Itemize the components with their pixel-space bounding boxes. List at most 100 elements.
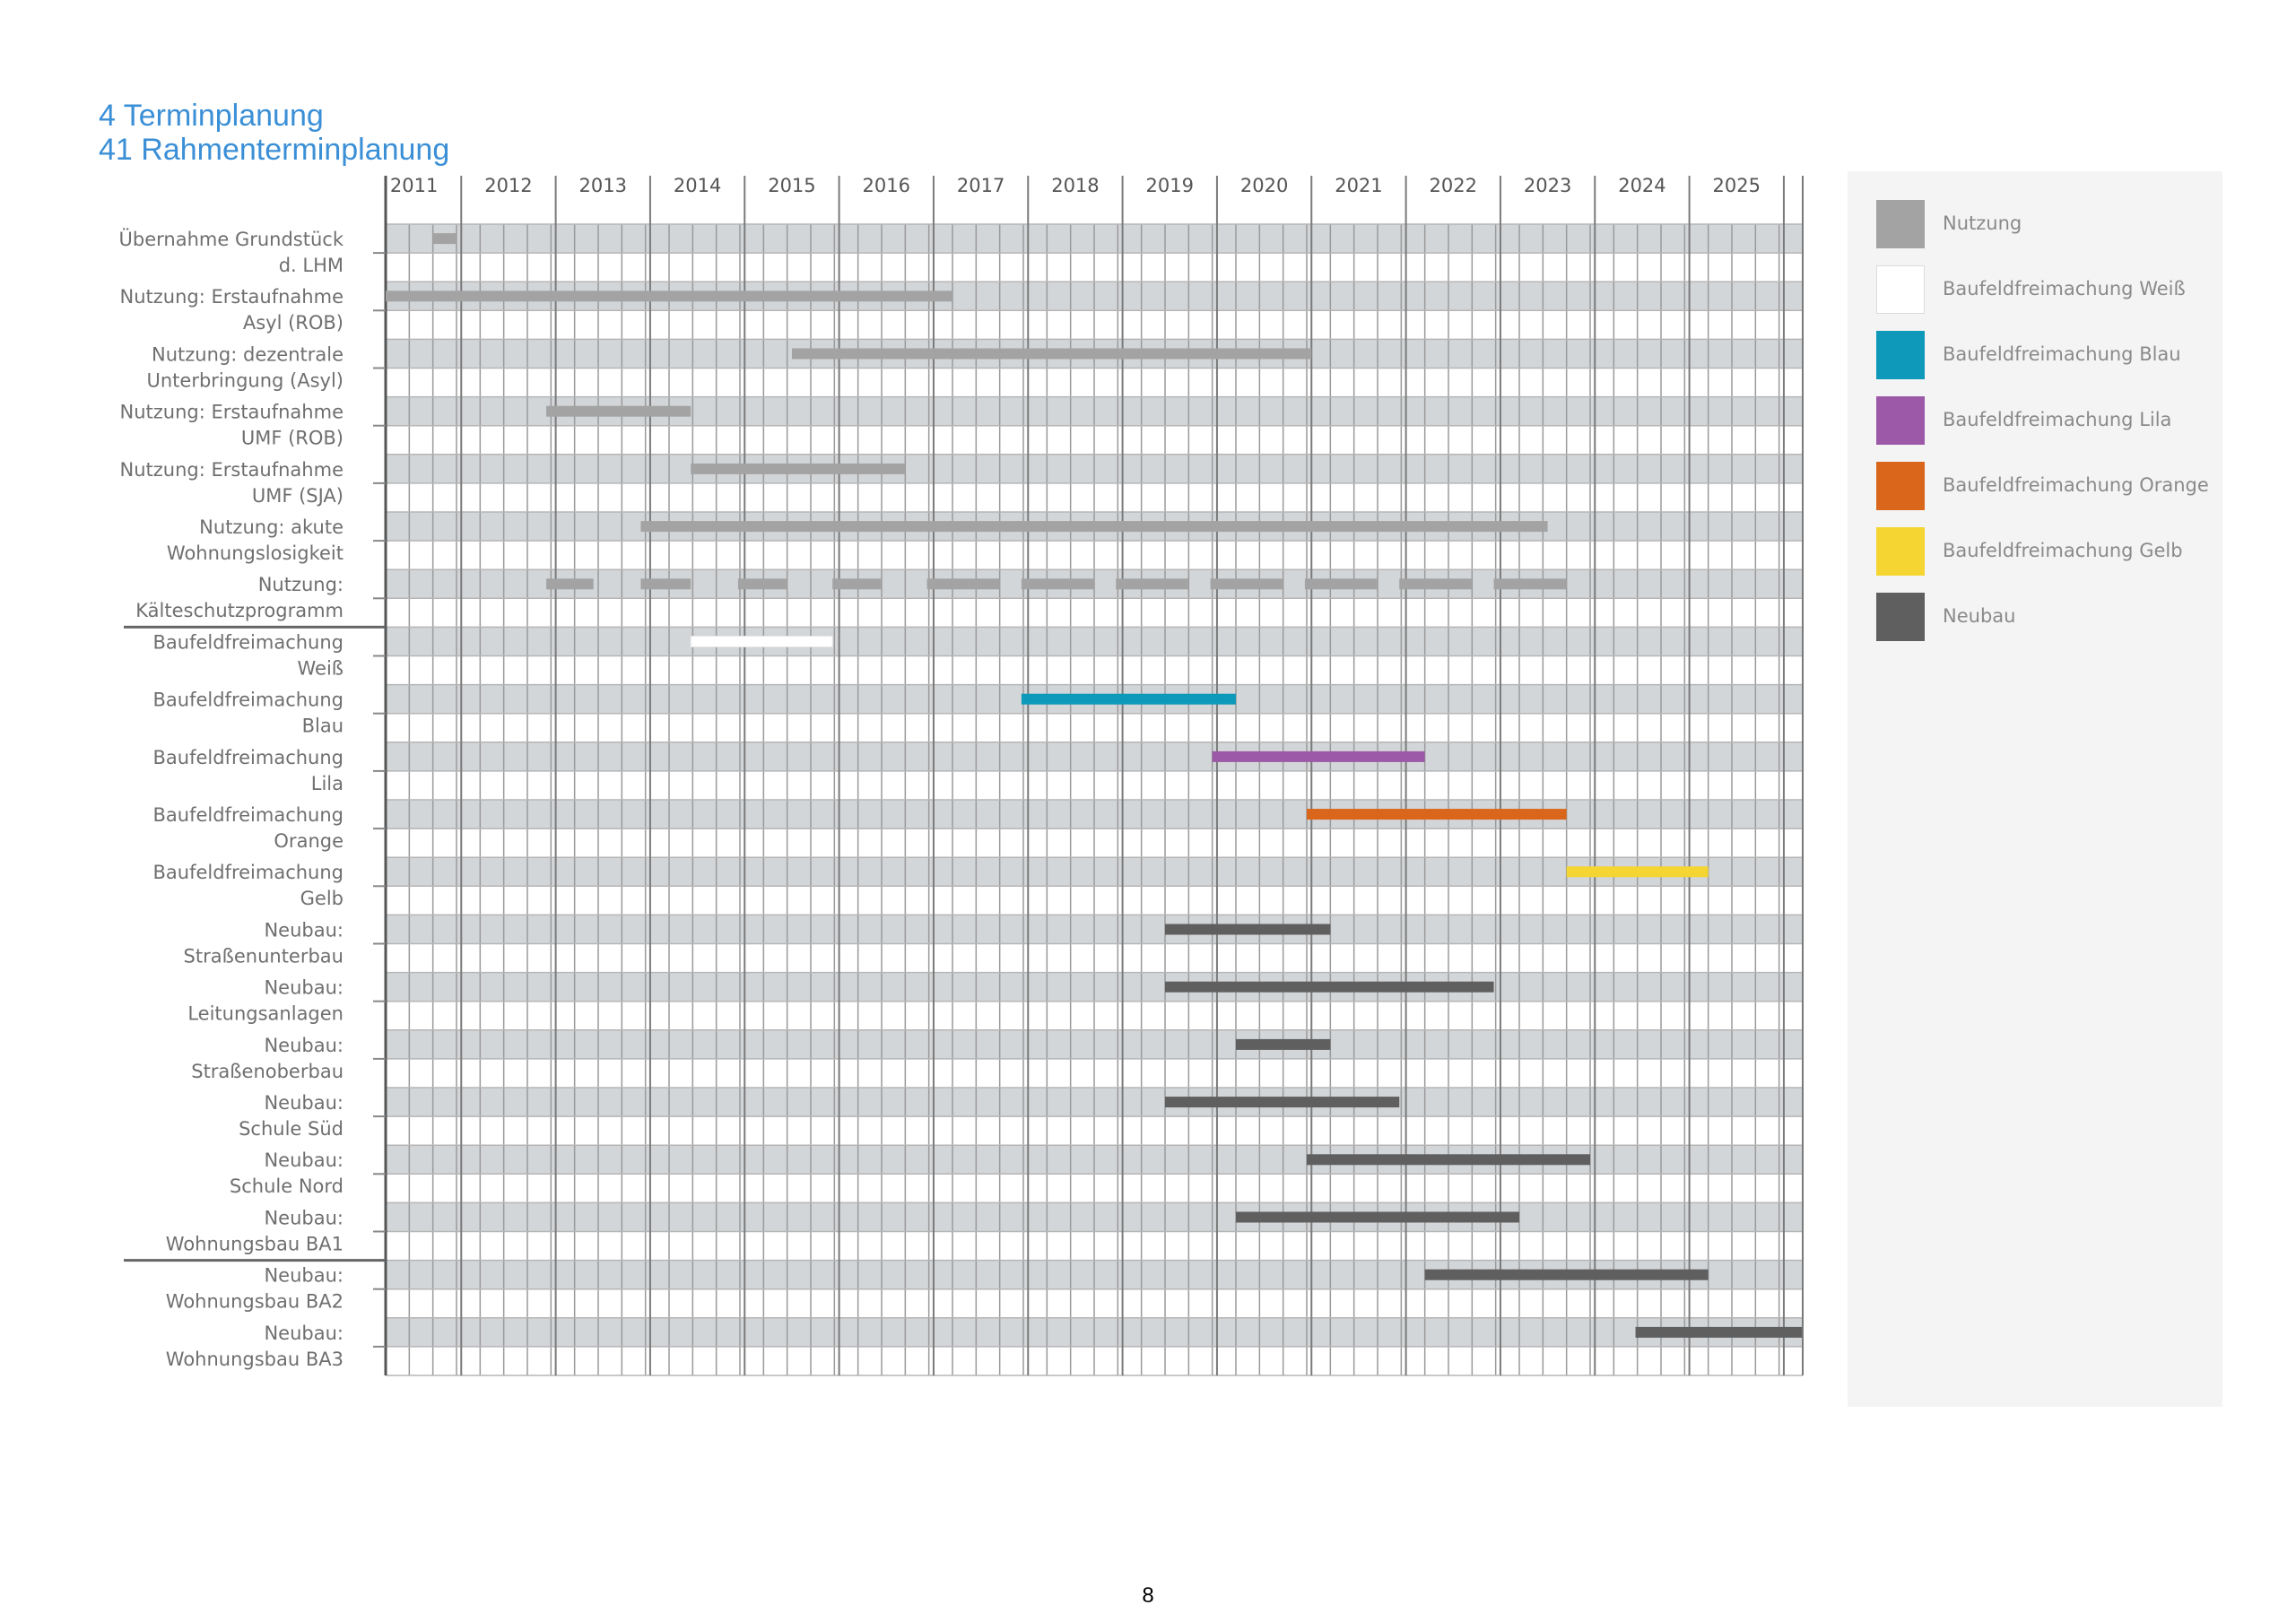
row-label: Baufeldfreimachung (152, 862, 344, 883)
year-tick-label: 2021 (1335, 175, 1382, 196)
legend-label: Baufeldfreimachung Lila (1943, 409, 2172, 430)
row-label: Wohnungsbau BA1 (166, 1233, 344, 1254)
row-label: Baufeldfreimachung (152, 804, 344, 826)
page-number: 8 (1142, 1583, 1154, 1608)
legend-swatch (1876, 200, 1925, 248)
row-label: Baufeldfreimachung (152, 747, 344, 768)
year-tick-label: 2012 (484, 175, 532, 196)
legend-item: Nutzung (1876, 200, 2217, 248)
row-label: Baufeldfreimachung (152, 631, 344, 653)
gantt-bar (1021, 578, 1094, 590)
year-tick-label: 2019 (1146, 175, 1194, 196)
row-label: Blau (302, 716, 344, 737)
row-label: Nutzung: akute (199, 516, 344, 538)
row-label: UMF (SJA) (252, 485, 344, 507)
gantt-bar (1021, 693, 1236, 705)
legend-item: Baufeldfreimachung Weiß (1876, 265, 2217, 314)
legend-item: Baufeldfreimachung Blau (1876, 331, 2217, 379)
row-label: Gelb (300, 888, 344, 909)
gantt-bar (832, 578, 882, 590)
legend-item: Baufeldfreimachung Lila (1876, 396, 2217, 445)
row-label: Neubau: (264, 977, 344, 999)
year-tick-label: 2018 (1051, 175, 1099, 196)
legend-label: Baufeldfreimachung Blau (1943, 343, 2181, 365)
legend-item: Baufeldfreimachung Gelb (1876, 527, 2217, 576)
row-label: Unterbringung (Asyl) (147, 369, 344, 391)
legend-item: Baufeldfreimachung Orange (1876, 462, 2217, 510)
legend-swatch (1876, 265, 1925, 314)
row-label: Neubau: (264, 1323, 344, 1344)
year-tick-label: 2014 (674, 175, 721, 196)
gantt-bar (1116, 578, 1189, 590)
row-label: Wohnungslosigkeit (167, 542, 344, 564)
row-label: Nutzung: (258, 574, 344, 595)
subsection-heading: 41 Rahmenterminplanung (99, 133, 450, 167)
gantt-bar (1165, 924, 1331, 935)
row-label: Neubau: (264, 1149, 344, 1171)
gantt-bar (926, 578, 1000, 590)
row-label: Nutzung: Erstaufnahme (120, 286, 344, 308)
year-tick-label: 2023 (1524, 175, 1571, 196)
row-label: Wohnungsbau BA3 (166, 1349, 344, 1370)
row-label: Neubau: (264, 1265, 344, 1287)
row-label: Wohnungsbau BA2 (166, 1291, 344, 1313)
gantt-bar (1307, 1154, 1590, 1166)
gantt-bar (791, 348, 1312, 360)
legend-swatch (1876, 331, 1925, 379)
legend-swatch (1876, 396, 1925, 445)
legend-label: Nutzung (1943, 213, 2022, 234)
legend-label: Neubau (1943, 605, 2016, 627)
row-label: d. LHM (279, 255, 344, 276)
gantt-bar (1635, 1326, 1803, 1338)
year-tick-label: 2013 (579, 175, 627, 196)
legend: Nutzung Baufeldfreimachung Weiß Baufeldfre… (1848, 171, 2222, 1407)
gantt-bar (691, 463, 906, 474)
gantt-bar (1212, 750, 1425, 762)
year-tick-label: 2024 (1618, 175, 1665, 196)
gantt-bar (1165, 1097, 1400, 1108)
legend-label: Baufeldfreimachung Weiß (1943, 278, 2186, 299)
row-label: Straßenoberbau (191, 1061, 344, 1082)
gantt-bar (640, 578, 691, 590)
legend-item: Neubau (1876, 593, 2217, 641)
row-label: Weiß (297, 657, 344, 679)
gantt-bar (1236, 1038, 1331, 1050)
row-label: Baufeldfreimachung (152, 690, 344, 711)
row-label: Neubau: (264, 1035, 344, 1056)
gantt-bar (1210, 578, 1283, 590)
gantt-bar (1304, 578, 1378, 590)
gantt-bar (1566, 866, 1709, 878)
row-label: Leitungsanlagen (187, 1003, 344, 1025)
row-label: Lila (311, 773, 344, 794)
year-tick-label: 2017 (957, 175, 1004, 196)
section-heading: 4 Terminplanung (99, 99, 324, 133)
gantt-bar (1236, 1211, 1519, 1223)
year-tick-label: 2015 (768, 175, 815, 196)
row-label: Orange (274, 830, 344, 852)
legend-label: Baufeldfreimachung Orange (1943, 474, 2209, 496)
gantt-bar (737, 578, 787, 590)
gantt-bar (1424, 1269, 1709, 1280)
gantt-bar (386, 291, 952, 302)
row-label: Schule Nord (230, 1175, 344, 1197)
gantt-bar (1493, 578, 1567, 590)
gantt-bar (690, 636, 833, 647)
year-tick-label: 2022 (1430, 175, 1477, 196)
year-tick-label: 2011 (390, 175, 438, 196)
gantt-bar (1165, 981, 1494, 993)
year-tick-label: 2016 (863, 175, 910, 196)
year-tick-label: 2020 (1240, 175, 1288, 196)
year-tick-label: 2025 (1713, 175, 1761, 196)
gantt-bar (1307, 809, 1567, 820)
row-label: Nutzung: dezentrale (152, 343, 344, 365)
legend-swatch (1876, 527, 1925, 576)
legend-label: Baufeldfreimachung Gelb (1943, 540, 2183, 561)
row-label: Kälteschutzprogramm (135, 600, 344, 621)
row-label: Übernahme Grundstück (119, 228, 344, 250)
row-label: Neubau: (264, 1092, 344, 1114)
row-label: Nutzung: Erstaufnahme (120, 402, 344, 423)
legend-swatch (1876, 462, 1925, 510)
gantt-bar (640, 521, 1548, 533)
row-label: Straßenunterbau (184, 945, 344, 967)
